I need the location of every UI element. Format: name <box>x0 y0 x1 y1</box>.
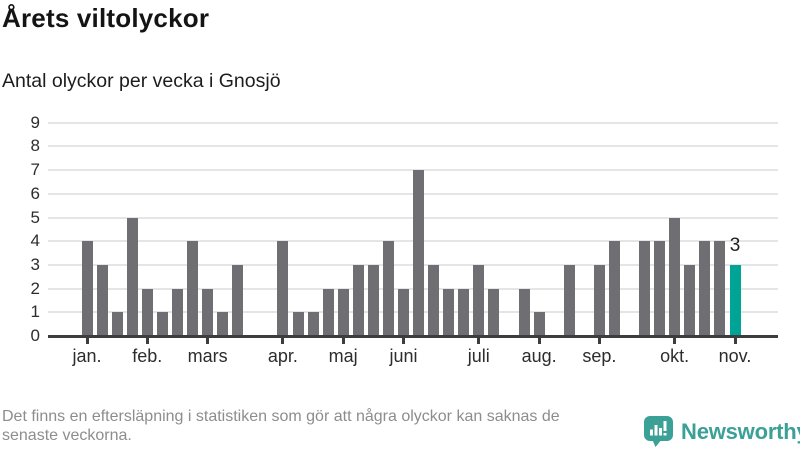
gridline <box>48 145 778 148</box>
x-axis-tick <box>597 338 601 344</box>
x-axis-tick <box>85 338 89 344</box>
bar <box>699 241 711 336</box>
y-axis-label: 4 <box>30 231 40 251</box>
bar <box>217 312 229 336</box>
y-axis-label: 3 <box>30 254 40 274</box>
bar <box>277 241 289 336</box>
bar <box>443 288 455 336</box>
x-axis-label: nov. <box>718 346 752 366</box>
bar <box>337 288 349 336</box>
x-axis-tick <box>673 338 677 344</box>
x-axis-tick <box>145 338 149 344</box>
bar <box>593 264 605 336</box>
x-axis-label: maj <box>328 346 358 366</box>
y-axis-label: 5 <box>30 207 40 227</box>
y-axis-label: 8 <box>30 136 40 156</box>
bar <box>398 288 409 336</box>
x-axis-tick <box>281 338 285 344</box>
bar <box>81 241 93 336</box>
y-axis-label: 9 <box>30 112 40 132</box>
bar <box>714 241 726 336</box>
bar <box>111 312 123 336</box>
bar <box>654 241 666 336</box>
x-axis-label: mars <box>187 346 228 366</box>
x-axis-label: jan. <box>72 346 102 366</box>
footnote-line-1: Det finns en eftersläpning i statistiken… <box>2 408 560 425</box>
x-axis-tick <box>341 338 345 344</box>
chart-subtitle: Antal olyckor per vecka i Gnosjö <box>2 70 281 92</box>
bar <box>533 312 545 336</box>
bar <box>352 264 364 336</box>
bar <box>322 288 334 336</box>
bar <box>563 264 575 336</box>
bar <box>473 264 485 336</box>
bar <box>458 288 470 336</box>
x-axis-tick <box>477 338 481 344</box>
bar <box>413 170 424 336</box>
x-axis-label: juni <box>389 346 418 366</box>
bar <box>187 241 198 336</box>
footnote-line-2: senaste veckorna. <box>2 427 132 444</box>
bar <box>96 264 108 336</box>
bar <box>202 288 214 336</box>
bar <box>488 288 500 336</box>
y-axis-label: 1 <box>30 302 40 322</box>
bar <box>292 312 304 336</box>
bar <box>669 217 681 336</box>
x-axis-label: sep. <box>582 346 617 366</box>
bar <box>609 241 620 336</box>
x-axis-tick <box>402 338 405 344</box>
x-axis-tick <box>537 338 541 344</box>
gridline <box>48 121 778 124</box>
bar <box>684 264 696 336</box>
bar <box>639 241 651 336</box>
x-axis-label: okt. <box>660 346 690 366</box>
bar <box>307 312 319 336</box>
y-axis-label: 2 <box>30 278 40 298</box>
x-axis-label: apr. <box>267 346 298 366</box>
bar <box>171 288 183 336</box>
bar <box>232 264 244 336</box>
x-axis-line <box>48 335 778 338</box>
newsworthy-logo-icon <box>644 416 673 447</box>
bar <box>382 241 394 336</box>
x-axis-label: feb. <box>132 346 163 366</box>
bar <box>126 217 138 336</box>
bar <box>141 288 153 336</box>
brand-name: Newsworthy <box>681 418 800 444</box>
x-axis-tick <box>733 338 737 344</box>
y-axis-label: 0 <box>30 326 40 345</box>
highlighted-bar <box>729 264 741 336</box>
latest-bar-value-label: 3 <box>729 234 741 256</box>
x-axis-label: aug. <box>521 346 557 366</box>
bar <box>156 312 168 336</box>
bar <box>367 264 379 336</box>
x-axis-label: juli <box>467 346 490 366</box>
bar <box>518 288 530 336</box>
y-axis-label: 7 <box>30 160 40 180</box>
x-axis-tick <box>206 338 210 344</box>
bar <box>428 264 440 336</box>
y-axis-label: 6 <box>30 183 40 203</box>
newsworthy-branding: Newsworthy <box>644 416 800 447</box>
page-title: Årets viltolyckor <box>2 3 210 33</box>
footnote: Det finns en eftersläpning i statistiken… <box>2 407 560 445</box>
